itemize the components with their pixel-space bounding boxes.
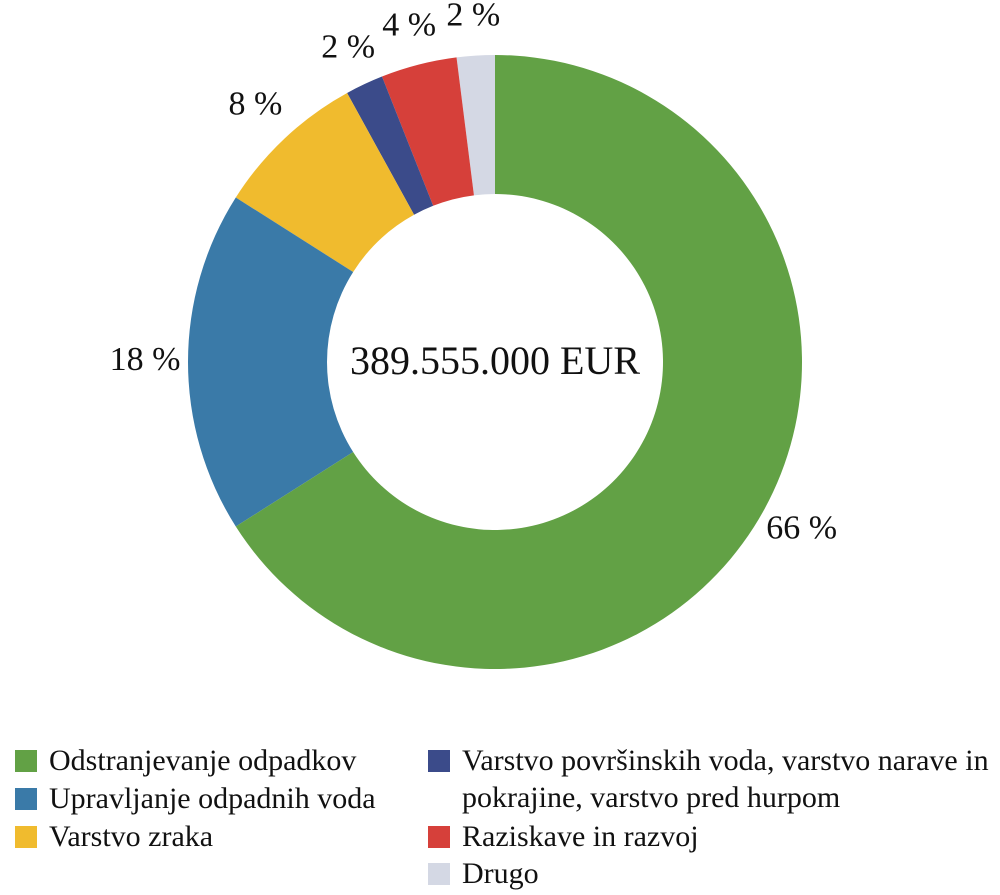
legend-label: Upravljanje odpadnih voda [49, 782, 376, 815]
legend-entry: Drugo [428, 855, 539, 892]
legend-swatch [15, 826, 37, 848]
legend-label: Varstvo zraka [49, 820, 214, 853]
legend-swatch [428, 863, 450, 885]
data-label: 66 % [766, 509, 837, 546]
donut-slice [456, 55, 495, 196]
legend-entry: Varstvo zraka [15, 818, 213, 855]
center-label: 389.555.000 EUR [350, 338, 640, 383]
legend-label: Odstranjevanje odpadkov [49, 744, 357, 777]
donut-slice [235, 92, 415, 272]
data-label: 8 % [228, 86, 282, 123]
donut-slice [347, 76, 434, 215]
legend-entry: Varstvo površinskih voda, varstvo narave… [428, 742, 1000, 816]
data-label: 2 % [446, 0, 500, 33]
donut-slice [235, 55, 802, 670]
legend-entry: Odstranjevanje odpadkov [15, 742, 356, 779]
legend-swatch [428, 750, 450, 772]
legend-label: Raziskave in razvoj [462, 820, 699, 853]
donut-slice [381, 57, 474, 206]
legend-entry: Upravljanje odpadnih voda [15, 780, 376, 817]
legend-swatch [15, 788, 37, 810]
legend-swatch [428, 826, 450, 848]
legend-label: Drugo [462, 857, 539, 890]
legend-entry: Raziskave in razvoj [428, 818, 699, 855]
donut-slice [188, 197, 354, 527]
data-label: 18 % [110, 341, 181, 378]
legend-swatch [15, 750, 37, 772]
chart: 389.555.000 EUR 66 %18 %8 %2 %4 % 2 % [110, 0, 837, 670]
data-label: 2 % [321, 29, 375, 66]
legend-label: Varstvo površinskih voda, varstvo narave… [462, 744, 989, 814]
data-label: 4 % [382, 7, 436, 44]
